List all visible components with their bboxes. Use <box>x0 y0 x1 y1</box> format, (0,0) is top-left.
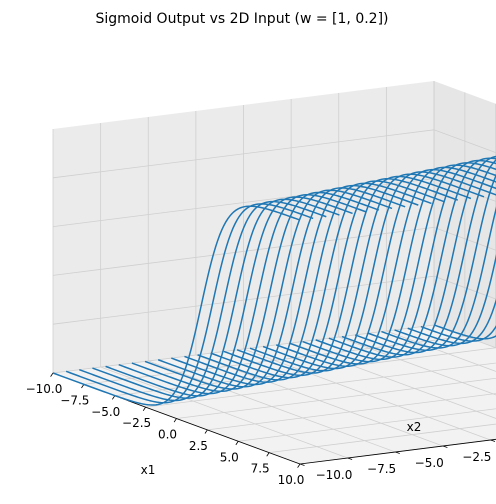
y-gridline-1 <box>100 123 348 459</box>
sigmoid-curve-9 <box>315 159 496 361</box>
x-tick-2 <box>112 395 116 400</box>
sigmoid-curves <box>52 155 496 406</box>
y-tick-label-3: −2.5 <box>462 450 491 464</box>
x-tick-0 <box>50 372 54 377</box>
x-tick-label-7: 7.5 <box>251 462 270 476</box>
x-tick-label-4: 0.0 <box>158 428 177 442</box>
sigmoid-curve-23 <box>131 191 380 393</box>
sigmoid-curve-2 <box>407 298 496 345</box>
sigmoid-curve-7 <box>341 155 496 356</box>
y-tick-label-0: −10.0 <box>316 468 353 482</box>
x-gridline-4 <box>176 377 496 419</box>
x-gridline-6 <box>238 408 496 442</box>
y-tick-3 <box>442 445 448 448</box>
y-tick-label-2: −5.0 <box>415 456 444 470</box>
y-tick-label-1: −7.5 <box>367 462 396 476</box>
sigmoid-curve-17 <box>210 178 458 379</box>
y-gridline-3 <box>195 111 444 447</box>
sigmoid-curve-24 <box>118 194 366 395</box>
sigmoid-curve-1 <box>420 325 496 342</box>
sigmoid-curve-11 <box>289 164 496 365</box>
y-gridline-6 <box>338 93 496 396</box>
sigmoid-curve-18 <box>197 180 445 381</box>
chart-title: Sigmoid Output vs 2D Input (w = [1, 0.2]… <box>95 11 388 27</box>
y-gridline-5 <box>290 99 496 419</box>
x-tick-7 <box>266 452 270 457</box>
x-gridline-7 <box>269 423 496 454</box>
x-tick-5 <box>204 429 208 434</box>
sigmoid-curve-22 <box>144 189 393 390</box>
x-axis-label: x1 <box>141 463 156 477</box>
y-tick-0 <box>299 463 305 466</box>
sigmoid-curve-25 <box>105 196 353 397</box>
y-tick-2 <box>395 451 400 454</box>
x-tick-4 <box>173 418 177 423</box>
x-tick-8 <box>297 463 301 468</box>
x-tick-6 <box>235 441 239 446</box>
sigmoid-curve-15 <box>236 173 485 374</box>
x-tick-label-3: −2.5 <box>122 416 151 430</box>
x-tick-label-2: −5.0 <box>91 405 120 419</box>
x-gridline-3 <box>145 362 496 408</box>
y-axis-label: x2 <box>407 420 422 434</box>
x-tick-3 <box>142 406 146 411</box>
x-tick-label-5: 2.5 <box>189 439 208 453</box>
sigmoid-curve-29 <box>52 205 301 406</box>
sigmoid-curve-20 <box>171 184 419 386</box>
y-gridline-4 <box>243 105 491 441</box>
x-tick-label-0: −10.0 <box>26 382 63 396</box>
sigmoid-curve-4 <box>381 206 496 349</box>
x-tick-label-1: −7.5 <box>60 393 89 407</box>
sigmoid-curve-28 <box>65 203 314 404</box>
sigmoid-curve-21 <box>157 187 406 388</box>
y-tick-4 <box>490 439 496 442</box>
y-gridline-2 <box>147 117 396 453</box>
sigmoid-curve-3 <box>394 254 496 347</box>
z-gridline-1 <box>52 226 496 276</box>
sigmoid-curve-14 <box>249 171 496 372</box>
x-tick-label-6: 5.0 <box>220 450 239 464</box>
sigmoid-curve-26 <box>92 198 340 399</box>
sigmoid-curve-19 <box>184 182 432 383</box>
sigmoid-curve-27 <box>79 200 327 402</box>
z-gridline-3 <box>52 129 496 179</box>
y-tick-1 <box>347 457 353 460</box>
sigmoid-curve-0 <box>433 324 496 340</box>
tick-labels: −10.0−10.0−7.5−7.5−5.0−5.0−2.5−2.50.00.0… <box>26 382 492 487</box>
sigmoid-curve-10 <box>302 162 496 363</box>
sigmoid-curve-12 <box>276 166 496 367</box>
z-gridline-0 <box>52 275 496 325</box>
x-tick-label-8: 10.0 <box>278 473 305 487</box>
y-gridline-7 <box>385 87 496 372</box>
x-gridline-5 <box>207 393 496 431</box>
sigmoid-curve-16 <box>223 175 472 377</box>
